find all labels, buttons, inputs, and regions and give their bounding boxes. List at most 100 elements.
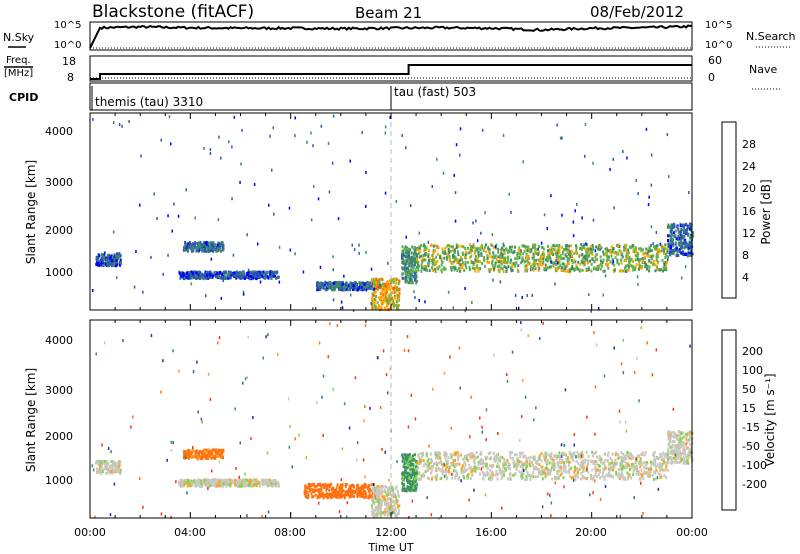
heatmap-cell (613, 263, 616, 267)
heatmap-cell (422, 464, 425, 468)
heatmap-cell (471, 245, 474, 249)
heatmap-cell (375, 487, 378, 491)
heatmap-cell (434, 249, 437, 253)
heatmap-cell (586, 255, 589, 259)
heatmap-cell (414, 479, 417, 483)
heatmap-cell (621, 255, 624, 259)
heatmap-cell (564, 267, 567, 271)
heatmap-cell (556, 268, 559, 272)
heatmap-cell (247, 272, 250, 276)
heatmap-cell (389, 488, 392, 492)
heatmap-cell (587, 267, 590, 271)
heatmap-cell (117, 461, 120, 464)
heatmap-cell (464, 287, 466, 290)
heatmap-cell (506, 477, 509, 481)
heatmap-cell (201, 249, 204, 253)
heatmap-cell (612, 268, 615, 272)
heatmap-cell (372, 491, 375, 495)
heatmap-cell (302, 270, 305, 274)
heatmap-cell (217, 271, 220, 275)
heatmap-cell (563, 248, 566, 252)
heatmap-cell (668, 244, 671, 248)
heatmap-cell (534, 267, 537, 270)
heatmap-cell (542, 251, 544, 255)
heatmap-cell (532, 467, 535, 471)
heatmap-cell (584, 460, 587, 464)
heatmap-cell (430, 243, 433, 247)
heatmap-cell (105, 262, 107, 266)
heatmap-cell (372, 284, 375, 288)
heatmap-cell (612, 157, 614, 161)
heatmap-cell (514, 264, 517, 268)
heatmap-cell (194, 241, 197, 245)
heatmap-cell (379, 512, 381, 516)
heatmap-cell (362, 492, 365, 496)
heatmap-cell (674, 229, 677, 233)
heatmap-cell (367, 489, 370, 493)
heatmap-cell (426, 269, 429, 273)
heatmap-cell (577, 260, 580, 264)
heatmap-cell (537, 258, 540, 262)
heatmap-cell (423, 264, 426, 268)
heatmap-cell (532, 245, 535, 249)
heatmap-cell (483, 256, 486, 259)
heatmap-cell (499, 260, 502, 264)
heatmap-cell (377, 494, 379, 498)
heatmap-cell (688, 244, 691, 248)
heatmap-cell (409, 262, 412, 266)
heatmap-cell (105, 468, 108, 471)
heatmap-cell (476, 264, 479, 268)
heatmap-cell (486, 456, 489, 460)
heatmap-cell (331, 287, 334, 291)
heatmap-cell (643, 453, 646, 457)
heatmap-cell (193, 276, 196, 280)
heatmap-cell (379, 509, 382, 513)
heatmap-cell (439, 256, 442, 260)
heatmap-cell (140, 154, 142, 158)
heatmap-cell (515, 467, 518, 471)
heatmap-cell (189, 484, 192, 488)
heatmap-cell (363, 282, 366, 286)
heatmap-cell (248, 270, 251, 274)
heatmap-cell (386, 513, 389, 517)
heatmap-cell (436, 463, 439, 467)
heatmap-cell (517, 269, 520, 273)
heatmap-cell (371, 298, 373, 302)
heatmap-cell (110, 255, 113, 259)
heatmap-cell (360, 285, 363, 289)
heatmap-cell (412, 454, 414, 458)
heatmap-cell (611, 261, 614, 265)
heatmap-cell (402, 457, 405, 460)
heatmap-cell (601, 261, 604, 264)
heatmap-cell (193, 454, 196, 458)
heatmap-cell (409, 268, 412, 272)
heatmap-cell (212, 249, 215, 253)
heatmap-cell (109, 460, 112, 464)
heatmap-cell (511, 265, 514, 269)
heatmap-cell (533, 258, 536, 262)
heatmap-cell (432, 251, 435, 255)
heatmap-cell (563, 452, 566, 456)
heatmap-cell (601, 462, 604, 465)
heatmap-cell (511, 263, 514, 267)
heatmap-cell (387, 261, 389, 265)
heatmap-cell (114, 255, 116, 259)
heatmap-cell (385, 485, 387, 489)
heatmap-cell (574, 478, 577, 481)
heatmap-cell (432, 249, 435, 253)
heatmap-cell (622, 464, 624, 468)
heatmap-cell (425, 246, 428, 250)
heatmap-cell (397, 509, 400, 513)
heatmap-cell (261, 478, 264, 482)
heatmap-cell (648, 259, 651, 262)
heatmap-cell (410, 270, 413, 274)
heatmap-cell (415, 265, 418, 269)
nsearch-label: N.Search (746, 30, 796, 43)
heatmap-cell (225, 484, 228, 488)
heatmap-cell (579, 262, 582, 266)
heatmap-cell (617, 472, 620, 476)
heatmap-cell (514, 257, 517, 261)
heatmap-cell (214, 483, 217, 486)
heatmap-cell (409, 475, 412, 479)
